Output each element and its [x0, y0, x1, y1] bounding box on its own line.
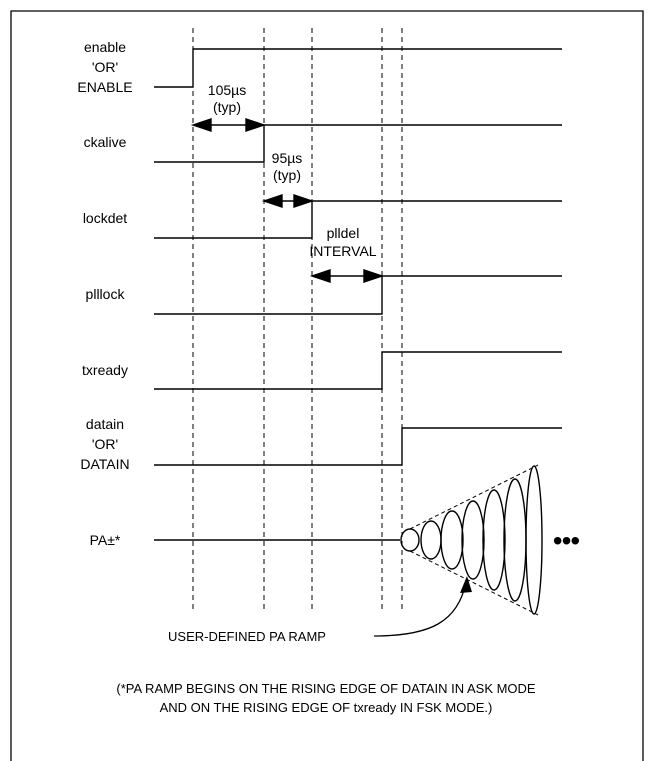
- footnote-line-1: (*PA RAMP BEGINS ON THE RISING EDGE OF D…: [116, 681, 536, 696]
- footnote: (*PA RAMP BEGINS ON THE RISING EDGE OF D…: [116, 681, 536, 715]
- continuation-dots: •••: [553, 525, 580, 556]
- label-txready: txready: [82, 362, 128, 378]
- ramp-ellipse-4: [461, 500, 485, 580]
- ramp-envelope-top: [409, 464, 539, 530]
- label-enable-3: ENABLE: [77, 79, 132, 95]
- ramp-label: USER-DEFINED PA RAMP: [168, 629, 326, 644]
- waveform-txready: [154, 351, 562, 390]
- arrow-plldel: [309, 269, 385, 283]
- ramp-envelope-bottom: [409, 550, 539, 616]
- ramp-ellipse-5: [482, 489, 506, 591]
- footnote-line-2: AND ON THE RISING EDGE OF txready IN FSK…: [160, 700, 493, 715]
- label-ckalive: ckalive: [84, 134, 127, 150]
- ramp-callout-arrowhead: [460, 576, 472, 593]
- label-datain-1: datain: [86, 416, 124, 432]
- ramp-ellipse-6: [503, 478, 527, 602]
- interval-arrows: [190, 118, 385, 283]
- label-pa: PA±*: [90, 532, 121, 548]
- waveform-ckalive: [154, 124, 562, 163]
- ramp-ellipse-2: [420, 520, 442, 560]
- ramp-ellipse-1: [400, 528, 420, 552]
- label-lockdet: lockdet: [83, 210, 127, 226]
- label-plllock: plllock: [86, 286, 126, 302]
- annotation-105us-typ: (typ): [213, 99, 241, 115]
- timing-reference-lines: [192, 28, 403, 612]
- arrow-105us: [190, 118, 267, 132]
- label-datain-2: 'OR': [92, 436, 118, 452]
- annotation-plldel-interval: INTERVAL: [309, 243, 376, 259]
- arrow-95us: [261, 194, 315, 208]
- signal-labels: enable 'OR' ENABLE ckalive lockdet plllo…: [77, 39, 132, 548]
- pa-ramp: [400, 464, 543, 616]
- annotation-105us-value: 105µs: [208, 82, 246, 98]
- waveforms: [154, 48, 562, 541]
- ramp-ellipse-3: [440, 510, 464, 570]
- diagram-border: [10, 10, 644, 761]
- waveform-enable: [154, 48, 562, 88]
- waveform-plllock: [154, 275, 562, 315]
- ramp-callout-curve: [373, 581, 467, 637]
- timing-annotations: 105µs (typ) 95µs (typ) plldel INTERVAL: [208, 82, 377, 259]
- label-enable-2: 'OR': [92, 59, 118, 75]
- waveform-datain: [154, 427, 562, 466]
- annotation-95us-value: 95µs: [272, 150, 303, 166]
- annotation-plldel-name: plldel: [327, 225, 360, 241]
- waveform-lockdet: [154, 200, 562, 239]
- label-enable-1: enable: [84, 39, 126, 55]
- ramp-ellipse-7: [525, 465, 543, 615]
- annotation-95us-typ: (typ): [273, 167, 301, 183]
- label-datain-3: DATAIN: [80, 456, 129, 472]
